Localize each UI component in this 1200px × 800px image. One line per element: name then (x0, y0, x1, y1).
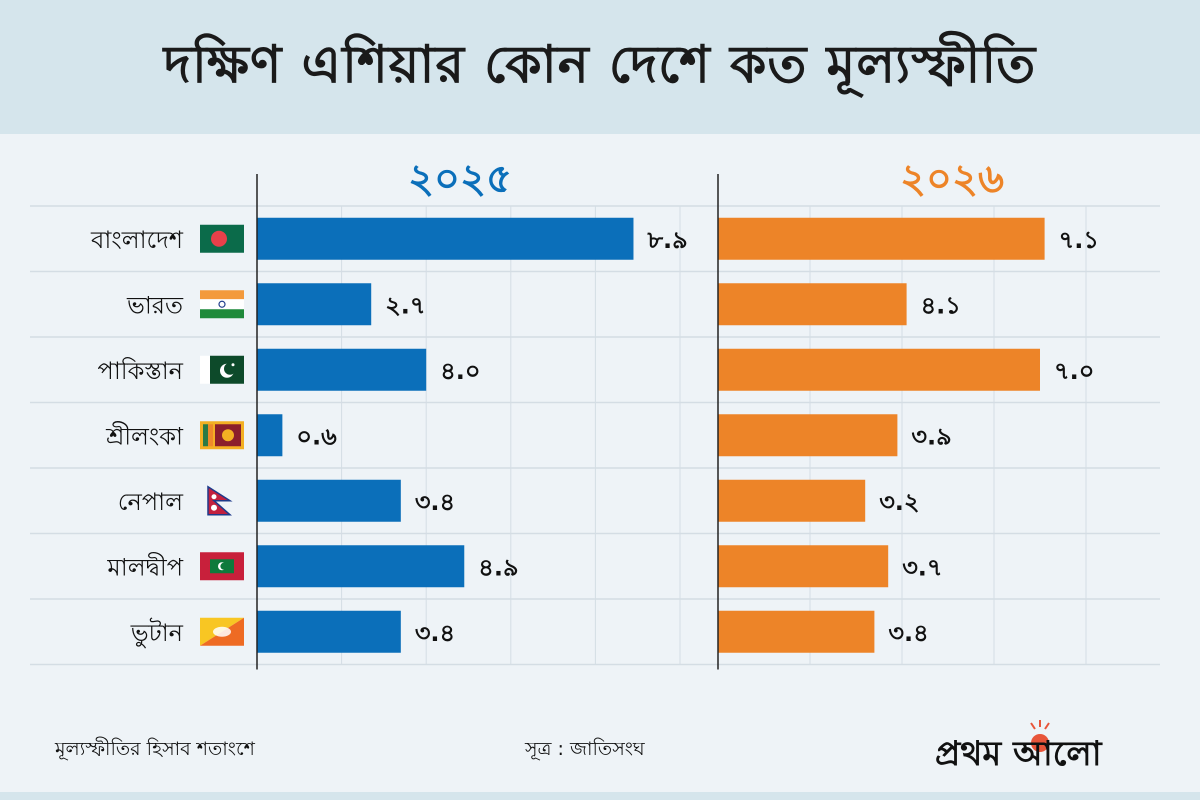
flag-chakra (218, 300, 226, 308)
value-label-2026-5: ৩.৭ (902, 553, 942, 581)
flag-stripe (203, 424, 208, 447)
year-label-2025: ২০২৫ (408, 156, 512, 202)
flag-hoist (200, 355, 210, 384)
year-label-2026: ২০২৬ (900, 156, 1004, 202)
pakistan-flag-icon (200, 355, 244, 384)
flag-crescent-cut (220, 562, 228, 570)
value-label-2025-6: ৩.৪ (415, 619, 455, 647)
india-flag-icon (200, 290, 244, 319)
bottom-band (0, 792, 1200, 800)
value-label-2026-4: ৩.২ (879, 488, 919, 516)
value-label-2025-0: ৮.৯ (646, 226, 687, 254)
bar-2026-5 (718, 545, 889, 588)
bhutan-flag-icon (200, 617, 244, 646)
bar-2025-4 (257, 479, 401, 522)
chart-title: দক্ষিণ এশিয়ার কোন দেশে কত মূল্যস্ফীতি (163, 34, 1037, 95)
country-label-1: ভারত (126, 291, 184, 319)
maldives-flag-icon (200, 552, 244, 581)
sri-lanka-flag-icon (200, 421, 244, 450)
logo-text: প্রথম আলো (935, 734, 1102, 774)
country-label-6: ভুটান (130, 618, 184, 648)
flag-pennant (207, 485, 233, 516)
source-note: সূত্র : জাতিসংঘ (525, 738, 645, 760)
value-label-2025-2: ৪.০ (440, 357, 480, 385)
flag-stripe (208, 424, 213, 447)
inflation-bar-chart: ২০২৫ ৮.৯ ২.৭ ৪.০ ০.৬ ৩.৪ ৪.৯ ৩.৪ ২০২৬ ৭.১ ৪.১ ৭.০ ৩.… (30, 156, 1160, 670)
bar-2025-6 (257, 610, 401, 653)
value-label-2026-0: ৭.১ (1059, 226, 1099, 254)
flag-stripe (200, 299, 244, 310)
flag-disc (211, 230, 227, 247)
flag-lion (222, 429, 234, 442)
unit-note: মূল্যস্ফীতির হিসাব শতাংশে (55, 738, 255, 760)
bar-2026-3 (718, 414, 898, 457)
value-label-2025-1: ২.৭ (385, 291, 425, 319)
value-label-2025-4: ৩.৪ (415, 488, 455, 516)
bar-2025-0 (257, 217, 634, 260)
country-label-2: পাকিস্তান (98, 357, 184, 385)
bar-2026-4 (718, 479, 866, 522)
bar-2026-6 (718, 610, 875, 653)
bar-2026-2 (718, 348, 1040, 391)
value-label-2025-3: ০.৬ (296, 422, 337, 450)
country-label-4: নেপাল (118, 488, 184, 516)
bangladesh-flag-icon (200, 224, 244, 253)
flag-dragon (213, 626, 231, 637)
bar-2026-0 (718, 217, 1045, 260)
bar-2025-2 (257, 348, 427, 391)
value-label-2026-3: ৩.৯ (911, 422, 951, 450)
bar-2025-5 (257, 545, 465, 588)
value-label-2026-6: ৩.৪ (888, 619, 928, 647)
bar-2025-3 (257, 414, 283, 457)
country-label-3: শ্রীলংকা (105, 421, 184, 450)
sun-icon (1031, 734, 1049, 752)
bar-2026-1 (718, 283, 907, 326)
sun-rays-icon (1030, 720, 1050, 730)
flag-stripe (200, 290, 244, 300)
flag-star (231, 363, 235, 367)
value-label-2026-2: ৭.০ (1054, 357, 1094, 385)
flag-stripe (200, 309, 244, 319)
nepal-flag-icon (207, 485, 233, 516)
bar-2025-1 (257, 283, 372, 326)
country-label-0: বাংলাদেশ (90, 226, 184, 254)
value-label-2026-1: ৪.১ (921, 291, 961, 319)
title-band: দক্ষিণ এশিয়ার কোন দেশে কত মূল্যস্ফীতি (0, 0, 1200, 134)
flag-sun (211, 504, 217, 511)
value-label-2025-5: ৪.৯ (478, 553, 518, 581)
flag-moon (211, 494, 217, 500)
prothom-alo-logo: প্রথম আলো (935, 720, 1145, 774)
country-label-5: মালদ্বীপ (106, 552, 183, 581)
